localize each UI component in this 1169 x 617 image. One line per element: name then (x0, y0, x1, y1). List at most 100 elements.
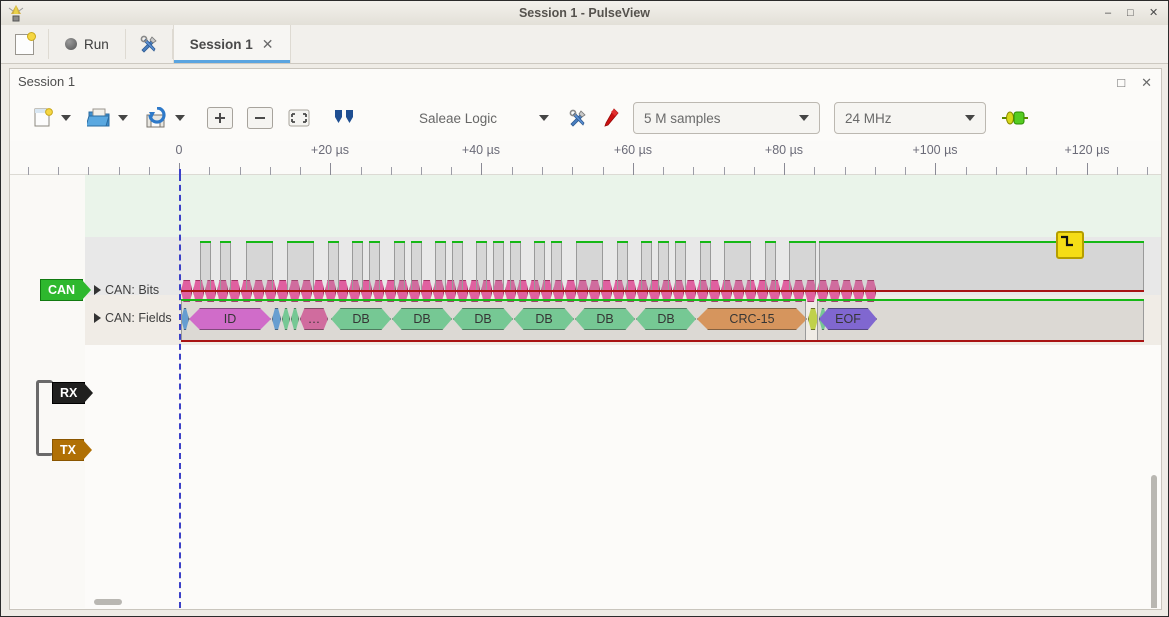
decoder-stack-label[interactable]: CAN (40, 279, 92, 301)
rx-waveform[interactable] (181, 237, 1144, 295)
pulse-body (328, 241, 339, 290)
ruler-label-6: +120 µs (1064, 143, 1110, 157)
divider (171, 29, 173, 59)
field-crc15[interactable]: CRC-15 (697, 308, 807, 330)
expander-can-fields[interactable] (94, 313, 101, 323)
field-db-4[interactable]: DB (514, 308, 574, 330)
divider (48, 29, 49, 59)
show-cursors-icon (335, 110, 353, 123)
pulse-body (394, 241, 405, 290)
high-level-line (765, 241, 776, 243)
can-decoder-label: CAN (48, 283, 76, 297)
horizontal-scrollbar[interactable] (94, 599, 122, 605)
dock-close-button[interactable]: ✕ (1141, 74, 1152, 90)
dock-float-button[interactable]: □ (1117, 74, 1126, 90)
trigger-edge-marker[interactable] (1056, 231, 1084, 259)
device-dropdown-arrow[interactable] (539, 115, 549, 121)
field-eof[interactable]: EOF (819, 308, 877, 330)
window-title: Session 1 - PulseView (518, 6, 651, 20)
sample-count-arrow[interactable] (799, 115, 809, 121)
low-level-line (181, 340, 1144, 342)
cursor-marker[interactable] (179, 175, 181, 608)
high-level-line (476, 241, 487, 243)
save-dropdown-arrow[interactable] (175, 115, 185, 121)
field-db-5[interactable]: DB (575, 308, 635, 330)
zoom-fit-button[interactable] (287, 107, 311, 129)
can-fields-annotation-row[interactable]: ID … DB DB DB DB DB DB CRC-15 EOF (10, 308, 1161, 330)
ruler-minor-tick (542, 167, 543, 175)
tab-session-1[interactable]: Session 1 ✕ (172, 25, 291, 63)
dock-controls: □ ✕ (1117, 69, 1152, 95)
vertical-scrollbar[interactable] (1151, 475, 1157, 608)
zoom-in-button[interactable] (207, 107, 233, 129)
new-session-button[interactable] (1, 25, 48, 63)
ruler-minor-tick (845, 167, 846, 175)
field-db-6[interactable]: DB (636, 308, 696, 330)
high-level-line (435, 241, 446, 243)
field-db-6-label: DB (657, 312, 675, 326)
close-glyph: ✕ (1149, 6, 1159, 19)
sample-rate-combo[interactable]: 24 MHz (834, 102, 986, 134)
high-level-line (411, 241, 422, 243)
global-settings-button[interactable] (126, 25, 172, 63)
ruler-minor-tick (58, 167, 59, 175)
channel-label-tx[interactable]: TX (52, 439, 92, 461)
rx-badge[interactable]: RX (52, 382, 94, 404)
new-dropdown-arrow[interactable] (61, 115, 71, 121)
run-button[interactable]: Run (49, 25, 125, 63)
time-ruler[interactable]: 0 +20 µs +40 µs +60 µs +80 µs +100 µs +120 µs (10, 141, 1161, 175)
run-stop-icon (65, 38, 77, 50)
show-cursors-button[interactable] (331, 107, 359, 129)
open-button[interactable] (87, 107, 111, 129)
new-session-icon (15, 31, 36, 55)
field-db-2-label: DB (413, 312, 431, 326)
new-button[interactable] (32, 107, 54, 129)
expander-can-bits[interactable] (94, 285, 101, 295)
sample-rate-arrow[interactable] (965, 115, 975, 121)
ruler-minor-tick (966, 167, 967, 175)
close-button[interactable]: ✕ (1149, 6, 1160, 19)
high-level-line (246, 241, 273, 243)
ruler-cursor-marker[interactable] (179, 169, 181, 175)
device-selector[interactable]: Saleae Logic (419, 111, 549, 126)
tx-waveform[interactable] (181, 295, 1144, 345)
maximize-button[interactable]: □ (1127, 7, 1138, 19)
zoom-out-button[interactable] (247, 107, 273, 129)
pulse-body (510, 241, 521, 290)
field-r0[interactable] (291, 308, 299, 330)
pulse-body (675, 241, 686, 290)
probe-trigger-icon (604, 108, 619, 127)
session-dock-panel: Session 1 □ ✕ (9, 68, 1162, 610)
save-button[interactable] (144, 107, 168, 129)
pulse-body (765, 241, 776, 290)
session-tab-strip: Run Session 1 ✕ (1, 25, 1168, 64)
field-db-3[interactable]: DB (453, 308, 513, 330)
trigger-settings-button[interactable] (601, 107, 621, 129)
field-id[interactable]: ID (189, 308, 271, 330)
main-toolbar: Saleae Logic 5 M (10, 95, 1161, 141)
ruler-minor-tick (814, 167, 815, 175)
sample-count-combo[interactable]: 5 M samples (633, 102, 820, 134)
field-db-2[interactable]: DB (392, 308, 452, 330)
device-config-button[interactable] (567, 107, 589, 129)
ruler-major-tick (481, 163, 482, 175)
ruler-baseline (10, 174, 1161, 175)
ruler-minor-tick (209, 167, 210, 175)
open-dropdown-arrow[interactable] (118, 115, 128, 121)
ruler-major-tick (633, 163, 634, 175)
field-ellipsis[interactable]: … (300, 308, 328, 330)
channel-label-rx[interactable]: RX (52, 382, 94, 404)
pulse-body (700, 241, 711, 290)
can-decoder-badge[interactable]: CAN (40, 279, 92, 301)
field-rtr[interactable] (272, 308, 281, 330)
field-ide[interactable] (282, 308, 290, 330)
field-db-1[interactable]: DB (331, 308, 391, 330)
pulse-body (819, 241, 1144, 290)
tx-badge[interactable]: TX (52, 439, 92, 461)
minimize-button[interactable]: – (1105, 7, 1116, 19)
high-level-line (510, 241, 521, 243)
open-folder-icon (87, 108, 110, 127)
ruler-minor-tick (28, 167, 29, 175)
tab-close-icon[interactable]: ✕ (261, 35, 274, 52)
ruler-label-0: 0 (175, 143, 183, 157)
